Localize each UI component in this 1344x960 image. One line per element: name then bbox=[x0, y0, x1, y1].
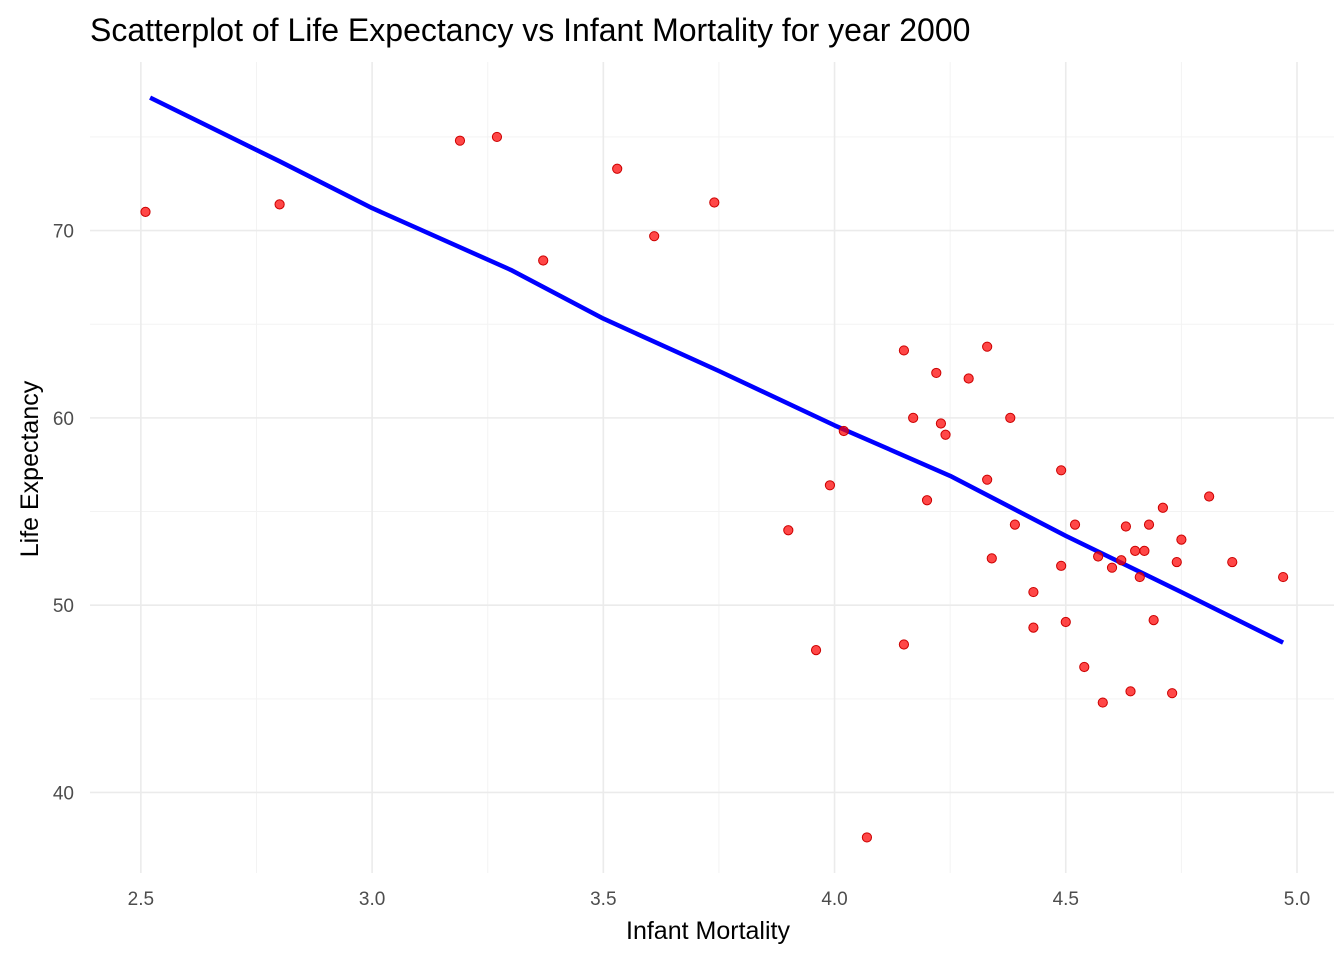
data-point bbox=[491, 131, 503, 143]
data-point bbox=[1060, 616, 1071, 628]
x-tick-label: 2.5 bbox=[128, 889, 154, 910]
data-point bbox=[824, 480, 836, 491]
data-point bbox=[454, 135, 466, 146]
data-point bbox=[982, 341, 993, 352]
data-point bbox=[1116, 555, 1127, 566]
data-point bbox=[538, 255, 549, 266]
x-tick-label: 4.0 bbox=[821, 889, 847, 910]
y-tick-label: 50 bbox=[53, 596, 74, 617]
data-point bbox=[1143, 519, 1155, 530]
data-point bbox=[274, 199, 285, 210]
data-point bbox=[1120, 521, 1131, 532]
data-point bbox=[1171, 556, 1182, 568]
data-point bbox=[1227, 556, 1238, 568]
data-point bbox=[963, 373, 974, 384]
data-point bbox=[986, 553, 997, 564]
data-point bbox=[1106, 562, 1118, 573]
data-point bbox=[898, 639, 910, 650]
data-point bbox=[649, 231, 660, 242]
data-point bbox=[1134, 571, 1145, 583]
data-point bbox=[935, 418, 947, 429]
trend-line-layer bbox=[149, 95, 1285, 645]
data-point bbox=[1204, 491, 1215, 502]
data-point bbox=[931, 367, 942, 379]
data-point bbox=[1028, 586, 1039, 598]
data-point bbox=[1079, 661, 1090, 673]
data-point bbox=[709, 197, 720, 208]
data-point bbox=[1139, 545, 1150, 556]
chart-title: Scatterplot of Life Expectancy vs Infant… bbox=[90, 12, 970, 48]
data-point bbox=[1167, 688, 1178, 699]
y-axis-title: Life Expectancy bbox=[16, 380, 44, 557]
data-point bbox=[982, 474, 993, 485]
data-point bbox=[140, 206, 151, 217]
data-point bbox=[1028, 622, 1039, 633]
data-point bbox=[1157, 502, 1168, 513]
data-point bbox=[921, 495, 933, 506]
x-axis-title: Infant Mortality bbox=[626, 917, 790, 945]
data-point bbox=[908, 412, 919, 423]
data-point bbox=[1069, 519, 1081, 530]
points-layer bbox=[140, 131, 1289, 843]
x-tick-label: 3.0 bbox=[359, 889, 385, 910]
data-point bbox=[1125, 686, 1136, 697]
x-tick-label: 4.5 bbox=[1053, 889, 1079, 910]
tick-labels: 2.5 3.0 3.5 4.0 4.5 5.0 40 50 60 70 bbox=[53, 222, 1310, 910]
y-tick-label: 70 bbox=[53, 222, 74, 243]
trend-line bbox=[149, 95, 1285, 645]
data-point bbox=[783, 525, 794, 536]
y-tick-label: 60 bbox=[53, 409, 74, 430]
data-point bbox=[1009, 519, 1021, 530]
data-point bbox=[940, 429, 951, 440]
data-point bbox=[1130, 545, 1141, 556]
data-point bbox=[1056, 560, 1067, 571]
data-point bbox=[1278, 571, 1289, 583]
data-point bbox=[898, 345, 910, 356]
data-point bbox=[1056, 465, 1067, 476]
data-point bbox=[1005, 412, 1016, 423]
data-point bbox=[612, 163, 623, 174]
y-tick-label: 40 bbox=[53, 783, 74, 804]
data-point bbox=[1097, 697, 1108, 708]
x-tick-label: 5.0 bbox=[1284, 889, 1310, 910]
data-point bbox=[1176, 534, 1187, 545]
data-point bbox=[838, 425, 849, 437]
grid bbox=[90, 62, 1334, 873]
data-point bbox=[1148, 615, 1159, 626]
data-point bbox=[810, 645, 822, 656]
data-point bbox=[861, 832, 873, 843]
data-point bbox=[1093, 551, 1104, 562]
x-tick-label: 3.5 bbox=[590, 889, 616, 910]
